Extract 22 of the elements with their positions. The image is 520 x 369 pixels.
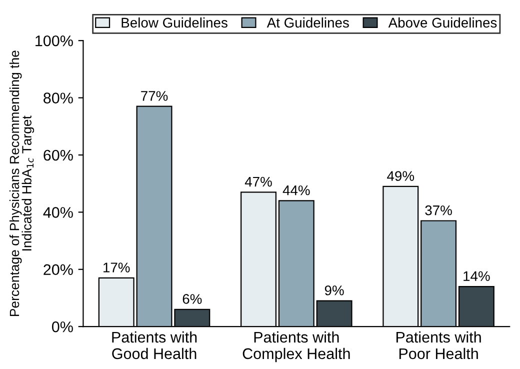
- y-tick-label: 60%: [44, 150, 73, 161]
- data-label: 49%: [387, 171, 414, 181]
- data-label: 37%: [425, 205, 452, 216]
- data-label: 47%: [244, 176, 272, 187]
- y-tick-label: 100%: [36, 35, 73, 46]
- data-label: 17%: [104, 262, 130, 272]
- data-label: 9%: [324, 285, 344, 296]
- data-label: 77%: [141, 91, 168, 101]
- y-axis-title: Percentage of Physicians Recommending the Indicated HbA$_{1c}$ Target: [9, 50, 34, 316]
- data-label: 6%: [182, 294, 202, 304]
- legend-label: At Guidelines: [266, 17, 349, 28]
- legend-label: Below Guidelines: [122, 17, 228, 28]
- y-tick-label: 0%: [52, 321, 73, 332]
- x-tick-label: Patients with Poor Health: [396, 331, 481, 360]
- y-tick-label: 80%: [44, 92, 73, 104]
- x-tick-label: Patients with Good Health: [112, 331, 197, 360]
- y-tick-label: 40%: [43, 207, 73, 218]
- data-label: 44%: [282, 185, 310, 196]
- legend-label: Above Guidelines: [388, 17, 497, 28]
- y-tick-label: 20%: [44, 264, 73, 276]
- x-tick-label: Patients with Complex Health: [242, 331, 350, 362]
- data-label: 14%: [464, 271, 490, 281]
